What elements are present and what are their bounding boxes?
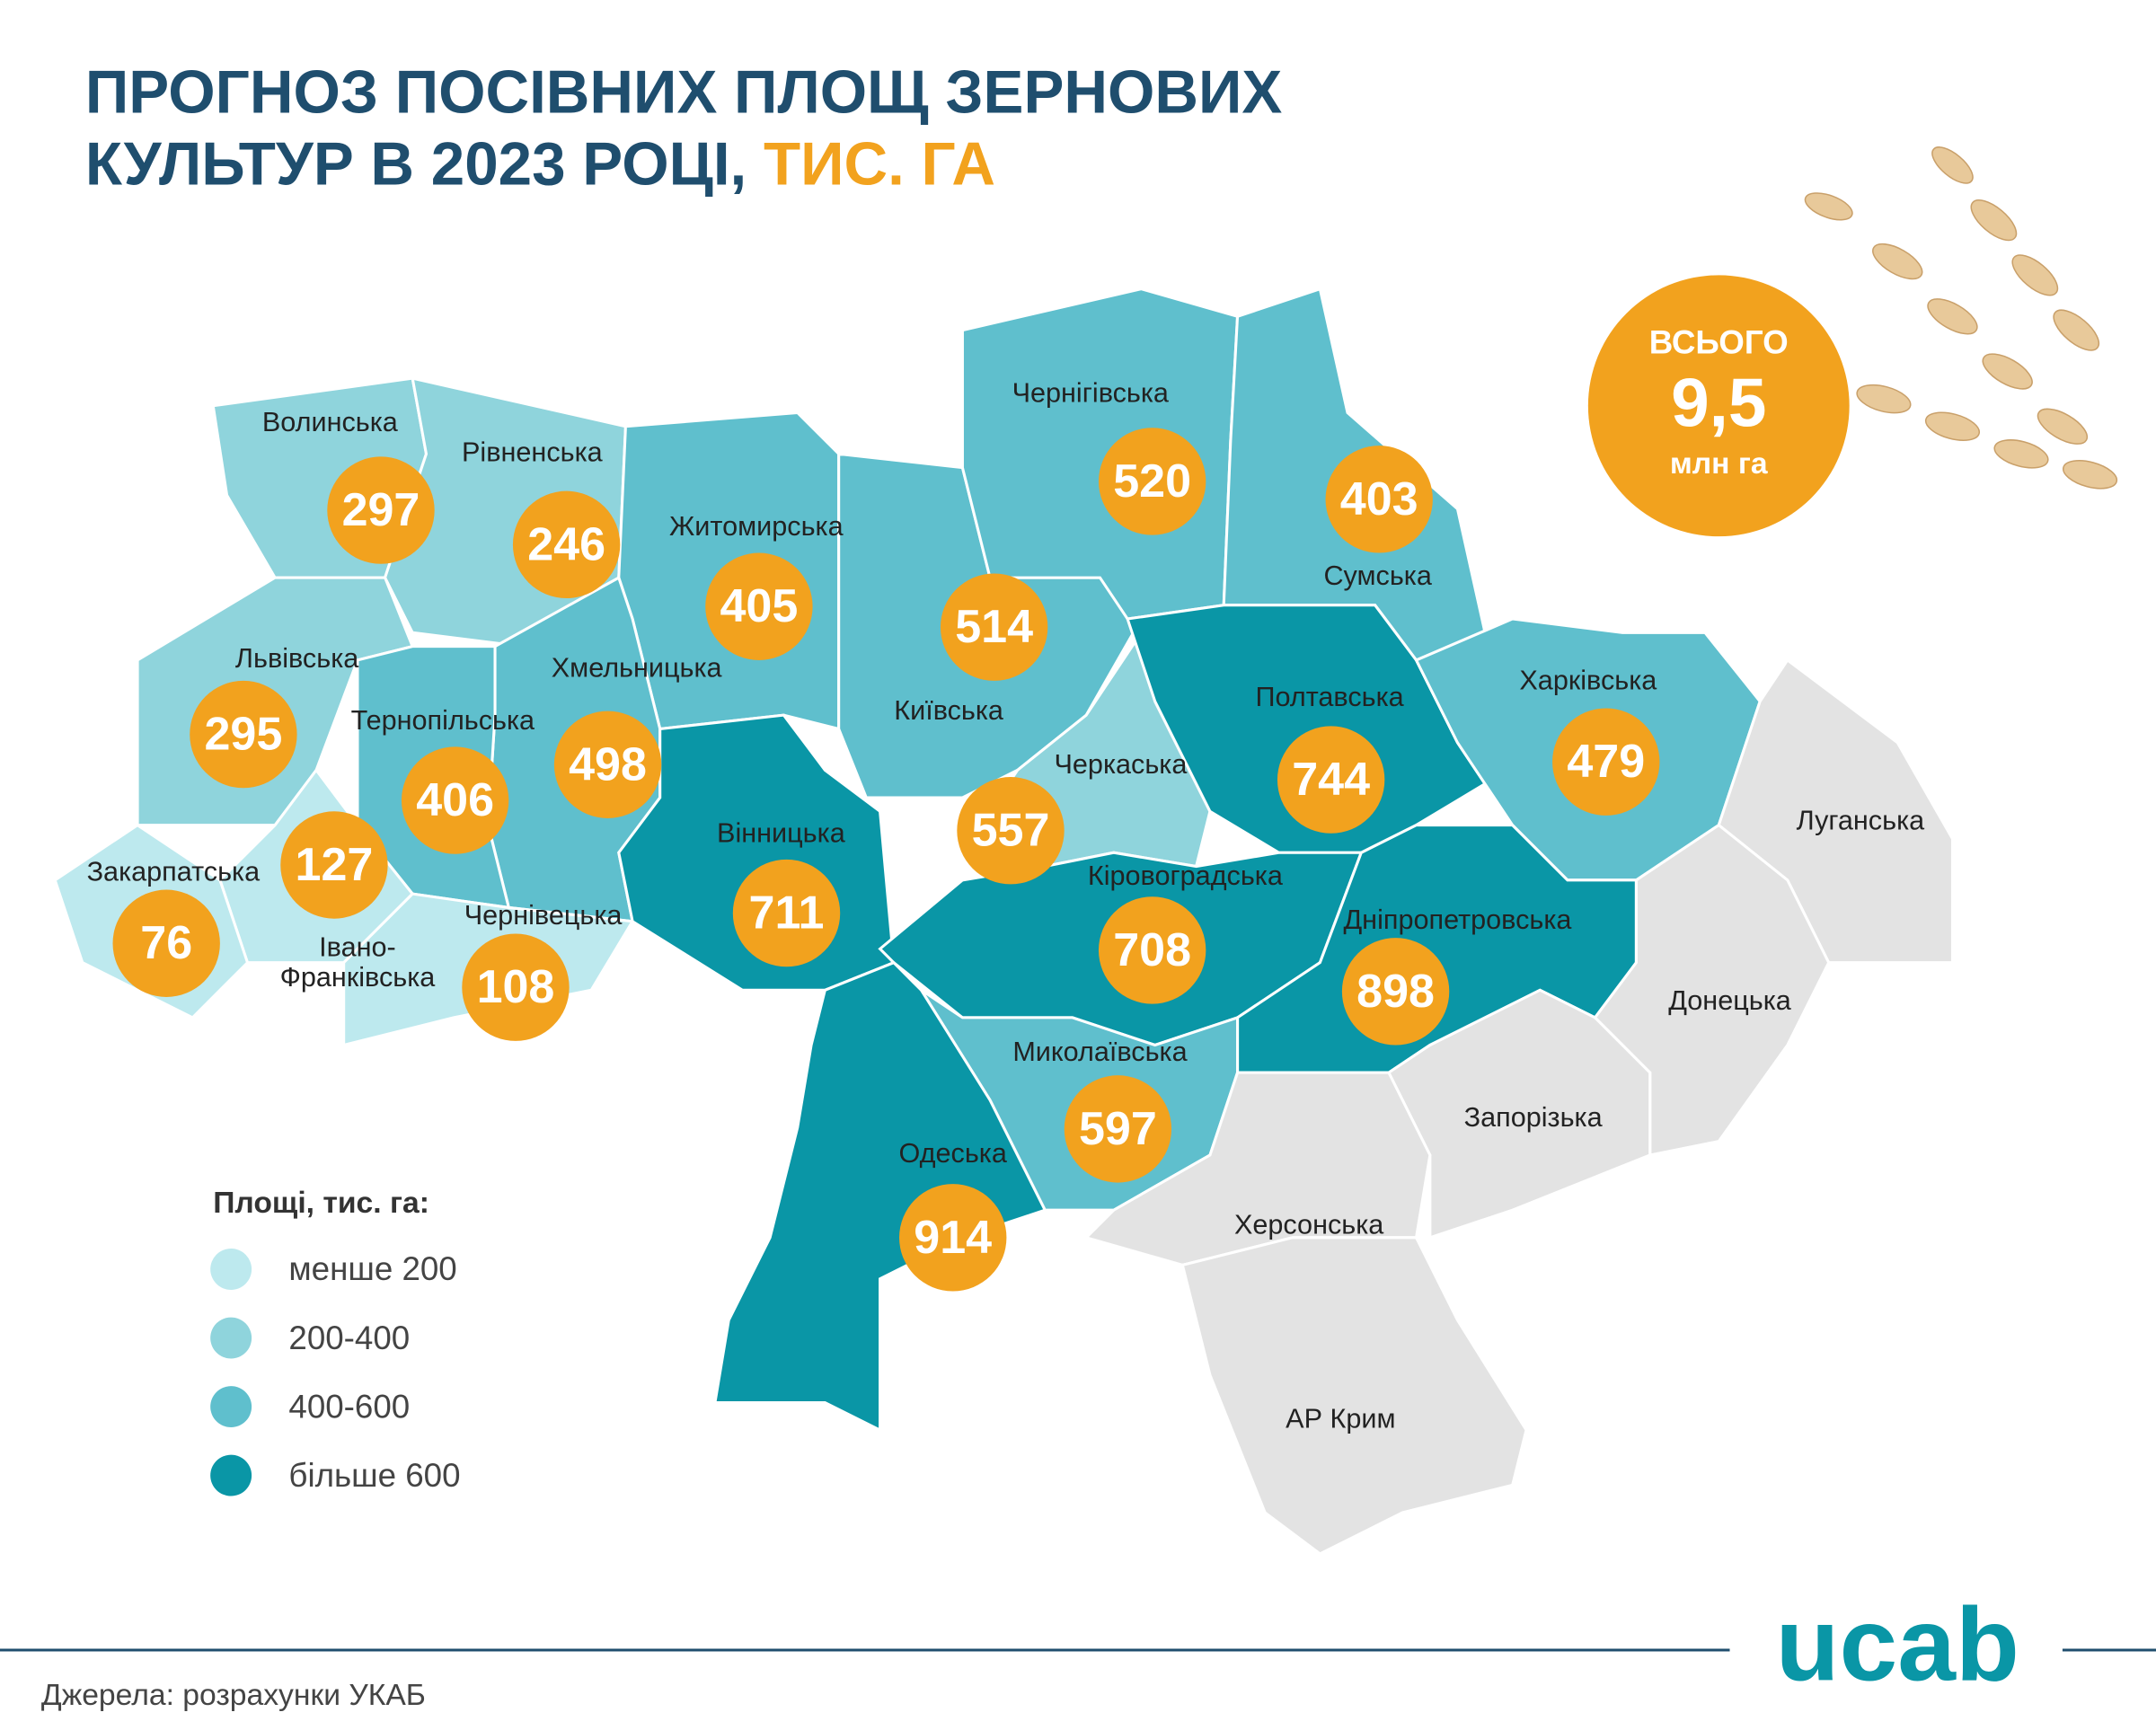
value-badge <box>327 456 435 564</box>
value-label: 406 <box>416 774 494 826</box>
region-name: Миколаївська <box>1012 1037 1188 1067</box>
value-badge <box>190 680 297 789</box>
region-name: Запорізька <box>1464 1102 1604 1133</box>
total-value: 9,5 <box>1671 366 1766 442</box>
region-name: Львівська <box>235 643 359 674</box>
legend-label: більше 600 <box>288 1457 460 1494</box>
legend-swatch <box>210 1454 252 1496</box>
region-name: Хмельницька <box>552 653 723 684</box>
region <box>1386 988 1652 1240</box>
value-badge <box>1098 896 1206 1004</box>
region <box>713 960 1047 1433</box>
region-name: Рівненська <box>462 437 604 467</box>
value-badge <box>1341 938 1450 1046</box>
value-label: 520 <box>1113 455 1191 508</box>
region <box>1180 1236 1528 1556</box>
region-name: АР Крим <box>1286 1403 1395 1434</box>
legend-title: Площі, тис. га: <box>213 1187 429 1220</box>
legend-label: менше 200 <box>288 1250 456 1287</box>
legend-label: 200-400 <box>288 1320 410 1356</box>
legend: менше 200 200-400 400-600 більше 600 <box>210 1249 461 1496</box>
value-label: 744 <box>1292 754 1370 806</box>
value-badge <box>1277 726 1385 834</box>
region-name: Франківська <box>280 962 437 993</box>
value-badge <box>705 552 813 660</box>
region-name: Житомирська <box>669 511 844 542</box>
value-badge <box>553 711 662 818</box>
value-label: 514 <box>955 601 1033 653</box>
logo: ucab <box>1776 1586 2019 1703</box>
map <box>53 287 1954 1556</box>
value-badge <box>280 811 388 919</box>
value-label: 76 <box>140 917 192 969</box>
region-name: Вінницька <box>717 817 846 848</box>
region-name: Черкаська <box>1055 749 1188 780</box>
values: Волинська 297 Рівненська 246 Житомирська 405 К… <box>87 378 1926 1434</box>
value-badge <box>401 746 509 854</box>
value-badge <box>899 1184 1007 1292</box>
total-unit: млн га <box>1670 447 1768 481</box>
region-name: Луганська <box>1797 806 1925 836</box>
total-label: ВСЬОГО <box>1649 324 1789 361</box>
value-label: 246 <box>527 518 605 570</box>
region-name: Херсонська <box>1234 1210 1384 1240</box>
value-badge <box>1552 708 1660 816</box>
value-label: 711 <box>749 887 825 940</box>
legend-swatch <box>210 1386 252 1428</box>
region-name: Дніпропетровська <box>1343 905 1572 935</box>
value-label: 405 <box>720 580 798 632</box>
value-badge <box>940 573 1048 681</box>
region-name: Полтавська <box>1256 682 1405 712</box>
region-name: Кіровоградська <box>1088 861 1284 891</box>
legend-swatch <box>210 1249 252 1290</box>
region-name: Чернігівська <box>1012 378 1170 409</box>
value-badge <box>1064 1075 1172 1183</box>
value-label: 914 <box>914 1212 992 1264</box>
region-name: Харківська <box>1519 666 1657 696</box>
title-unit: ТИС. ГА <box>764 130 995 198</box>
region-name: Сумська <box>1323 560 1432 591</box>
total-badge <box>1587 275 1850 537</box>
value-label: 498 <box>569 738 647 790</box>
value-label: 295 <box>205 709 283 761</box>
value-badge <box>1325 446 1433 553</box>
value-badge <box>1098 428 1206 535</box>
title-line: КУЛЬТУР В 2023 РОЦІ, <box>85 130 747 198</box>
legend-label: 400-600 <box>288 1388 410 1425</box>
title-line: КУЛЬТУР В 2023 РОЦІ, ТИС. ГА <box>85 130 995 198</box>
value-label: 597 <box>1079 1103 1157 1155</box>
title-line: ПРОГНОЗ ПОСІВНИХ ПЛОЩ ЗЕРНОВИХ <box>85 59 1282 127</box>
value-badge <box>512 490 621 599</box>
value-label: 127 <box>296 839 374 891</box>
region-name: Закарпатська <box>87 856 261 887</box>
source: Джерела: розрахунки УКАБ <box>41 1679 426 1712</box>
region-name: Донецька <box>1668 985 1792 1016</box>
region <box>1126 604 1488 854</box>
value-label: 403 <box>1340 473 1418 525</box>
value-label: 108 <box>477 961 555 1013</box>
region-name: Київська <box>894 695 1004 726</box>
value-badge <box>462 933 570 1041</box>
region-name: Волинська <box>262 407 399 437</box>
value-badge <box>112 889 220 997</box>
region-name: Чернівецька <box>464 900 623 931</box>
value-badge <box>957 777 1065 885</box>
value-label: 898 <box>1356 966 1435 1018</box>
legend-swatch <box>210 1317 252 1359</box>
region-name: Тернопільська <box>351 705 535 736</box>
value-badge <box>732 859 841 967</box>
value-label: 297 <box>342 484 420 536</box>
value-label: 557 <box>972 805 1050 857</box>
region-name: Одеська <box>899 1138 1008 1169</box>
wheat-decoration <box>1804 146 2118 490</box>
value-label: 479 <box>1567 736 1645 788</box>
region-name: Івано- <box>319 931 396 962</box>
value-label: 708 <box>1113 924 1191 976</box>
